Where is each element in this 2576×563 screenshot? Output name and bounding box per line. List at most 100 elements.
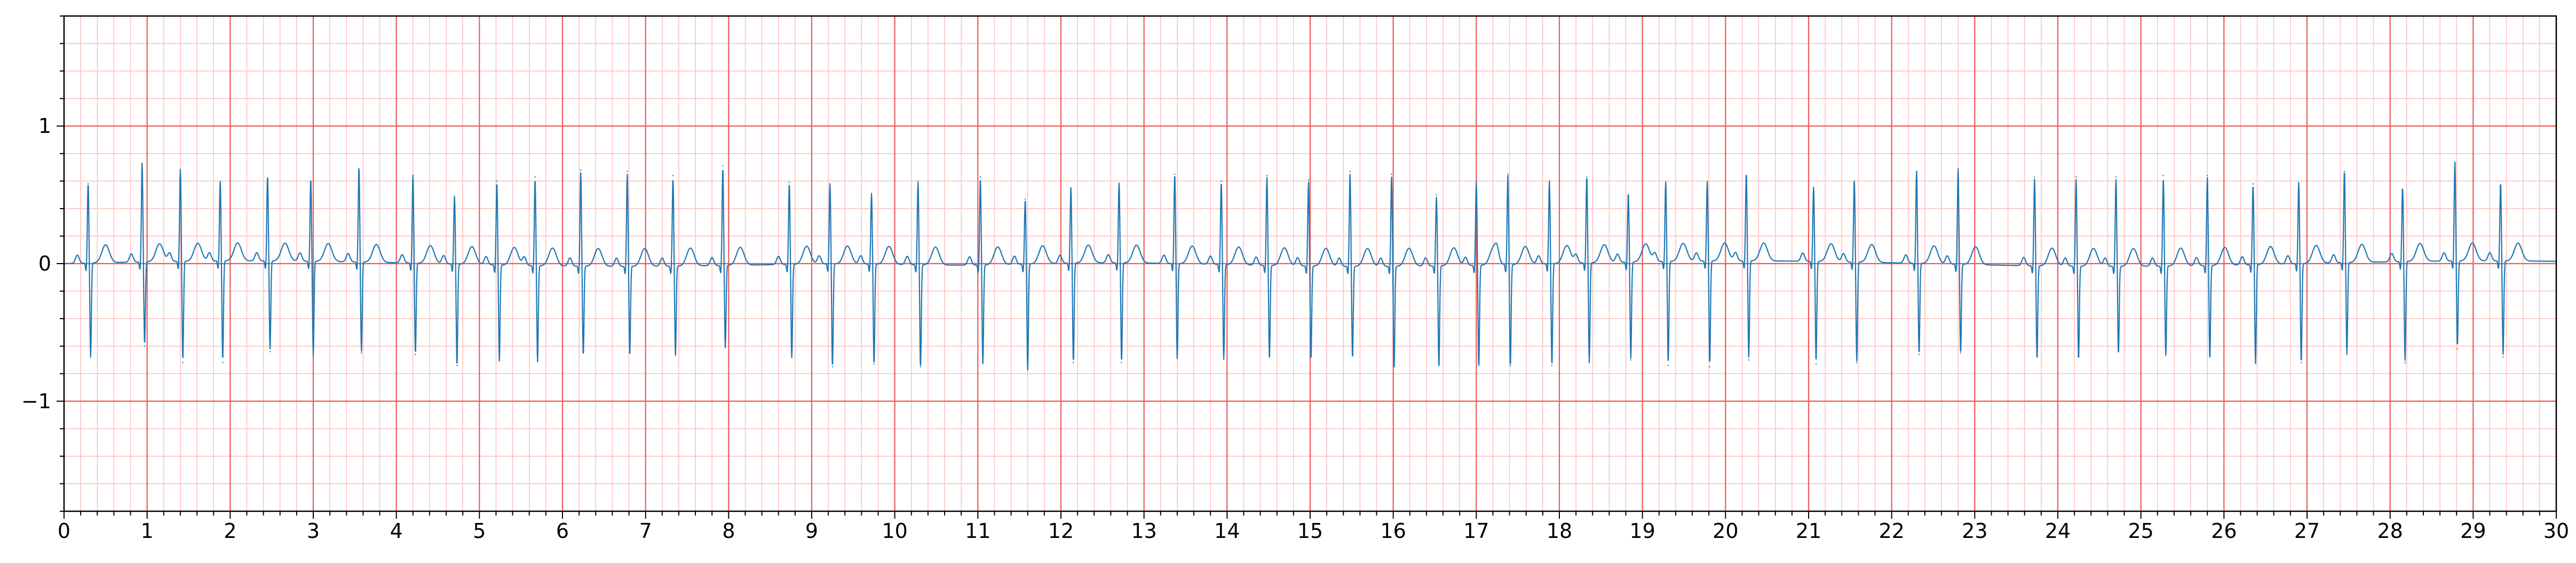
s-trough-point — [2502, 356, 2504, 358]
r-peak-point — [2207, 175, 2208, 177]
s-trough-point — [1310, 356, 1312, 358]
r-peak-point — [310, 180, 312, 182]
x-tick-label: 24 — [2045, 519, 2071, 543]
r-peak-point — [1746, 175, 1747, 177]
r-peak-point — [267, 177, 268, 179]
y-tick-label: 0 — [38, 252, 51, 275]
s-trough-point — [1121, 362, 1122, 363]
r-peak-point — [829, 183, 831, 185]
s-trough-point — [498, 359, 500, 361]
s-trough-point — [2078, 356, 2080, 358]
s-trough-point — [1393, 366, 1395, 368]
x-tick-label: 10 — [882, 519, 907, 543]
s-trough-point — [1176, 358, 1178, 360]
r-peak-point — [2454, 164, 2456, 165]
r-peak-point — [627, 171, 628, 172]
x-tick-label: 7 — [639, 519, 652, 543]
s-trough-point — [182, 362, 184, 363]
x-tick-label: 3 — [307, 519, 320, 543]
s-trough-point — [1918, 353, 1920, 355]
r-peak-point — [2343, 171, 2345, 172]
s-trough-point — [456, 364, 458, 366]
s-trough-point — [2255, 362, 2256, 363]
s-trough-point — [2300, 362, 2302, 363]
s-trough-point — [1667, 364, 1669, 366]
s-trough-point — [1027, 369, 1028, 370]
s-trough-point — [582, 352, 584, 354]
r-peak-point — [1476, 180, 1477, 182]
x-tick-label: 16 — [1380, 519, 1406, 543]
s-trough-point — [2036, 356, 2038, 358]
r-peak-point — [722, 165, 724, 167]
series-layer — [64, 161, 2557, 371]
x-tick-label: 4 — [390, 519, 403, 543]
s-trough-point — [1960, 352, 1962, 354]
s-trough-point — [1478, 364, 1480, 366]
s-trough-point — [873, 363, 875, 365]
s-trough-point — [361, 352, 362, 354]
r-peak-point — [2115, 176, 2117, 178]
r-peak-point — [1586, 176, 1588, 178]
r-peak-point — [2298, 181, 2300, 184]
r-peak-point — [2162, 175, 2164, 177]
r-peak-point — [979, 176, 981, 178]
x-tick-label: 25 — [2128, 519, 2153, 543]
x-tick-label: 20 — [1713, 519, 1738, 543]
y-tick-label: 1 — [38, 114, 51, 138]
r-peak-point — [1174, 173, 1176, 175]
s-trough-point — [2165, 352, 2167, 354]
x-tick-label: 0 — [58, 519, 70, 543]
x-tick-label: 6 — [556, 519, 569, 543]
x-tick-label: 18 — [1547, 519, 1572, 543]
r-peak-point — [1349, 171, 1351, 172]
s-trough-point — [1438, 364, 1440, 366]
r-peak-point — [1266, 175, 1268, 177]
r-peak-point — [1628, 194, 1629, 196]
x-tick-label: 19 — [1629, 519, 1655, 543]
x-tick-label: 17 — [1463, 519, 1489, 543]
x-tick-label: 23 — [1962, 519, 1987, 543]
r-peak-point — [1024, 198, 1026, 200]
x-tick-label: 13 — [1131, 519, 1156, 543]
x-tick-label: 15 — [1297, 519, 1323, 543]
r-peak-point — [1507, 173, 1509, 175]
r-peak-point — [1665, 183, 1667, 185]
s-trough-point — [1709, 366, 1710, 368]
s-trough-point — [415, 353, 416, 355]
x-tick-label: 11 — [965, 519, 990, 543]
s-trough-point — [2209, 356, 2211, 358]
x-tick-label: 2 — [224, 519, 236, 543]
r-peak-point — [1391, 173, 1392, 175]
x-tick-label: 30 — [2543, 519, 2569, 543]
s-trough-point — [982, 362, 984, 363]
s-trough-point — [629, 352, 631, 354]
r-peak-point — [2034, 176, 2035, 178]
r-peak-point — [788, 181, 790, 184]
s-trough-point — [1856, 362, 1858, 363]
x-tick-label: 27 — [2294, 519, 2320, 543]
x-tick-label: 9 — [805, 519, 818, 543]
r-peak-point — [2500, 184, 2501, 186]
s-trough-point — [1073, 362, 1074, 363]
s-trough-point — [1223, 358, 1225, 360]
x-tick-label: 1 — [141, 519, 154, 543]
r-peak-point — [1220, 180, 1222, 182]
s-trough-point — [1509, 364, 1511, 366]
s-trough-point — [2404, 362, 2406, 363]
r-peak-point — [672, 175, 674, 177]
r-peak-point — [412, 175, 414, 177]
r-peak-point — [179, 171, 181, 172]
s-trough-point — [1630, 359, 1632, 361]
x-tick-label: 5 — [473, 519, 486, 543]
x-tick-label: 14 — [1214, 519, 1240, 543]
r-peak-point — [870, 193, 873, 194]
s-trough-point — [1269, 356, 1270, 358]
s-trough-point — [2118, 351, 2119, 353]
r-peak-point — [454, 195, 455, 197]
y-tick-label: −1 — [21, 390, 51, 413]
r-peak-point — [1813, 188, 1814, 190]
r-peak-point — [1853, 180, 1855, 182]
r-peak-point — [917, 180, 919, 182]
s-trough-point — [675, 352, 676, 354]
